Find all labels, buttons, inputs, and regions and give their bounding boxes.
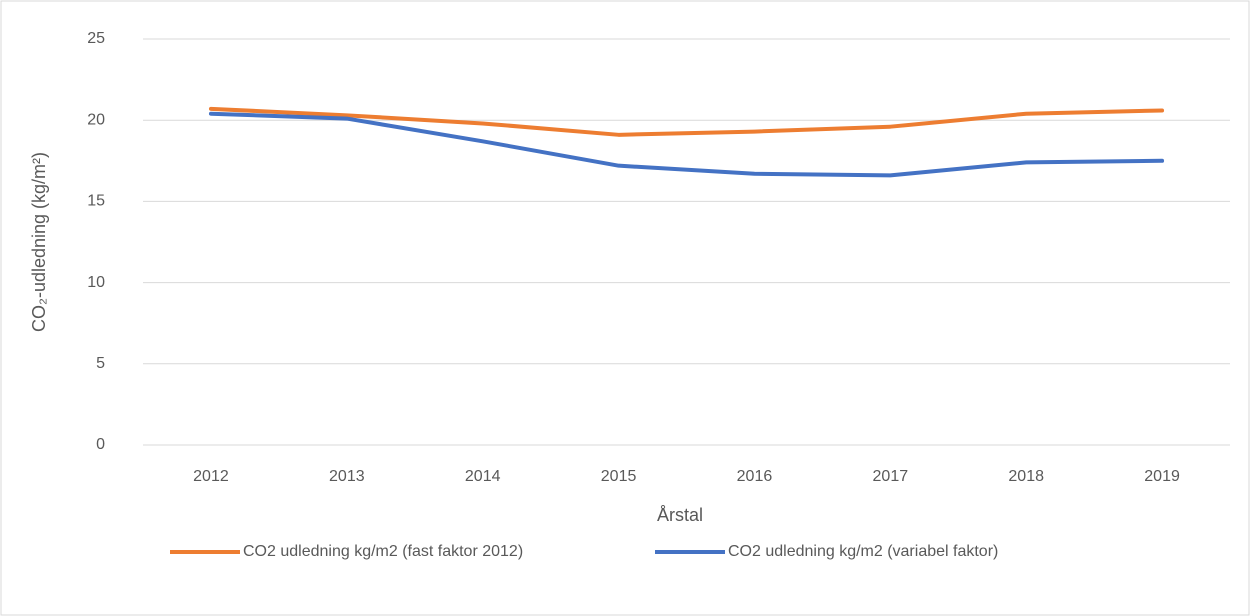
x-tick-label: 2012 [193,468,229,485]
x-tick-label: 2016 [737,468,773,485]
x-tick-label: 2017 [873,468,909,485]
y-tick-label: 0 [96,436,105,453]
y-tick-label: 5 [96,355,105,372]
y-tick-label: 20 [87,111,105,128]
x-tick-label: 2019 [1144,468,1180,485]
x-tick-label: 2015 [601,468,637,485]
series-line [208,106,1165,137]
x-tick-label: 2013 [329,468,365,485]
y-tick-label: 25 [87,30,105,47]
y-axis-title: CO₂-udledning (kg/m²) [29,152,49,332]
series-line [208,111,1165,178]
x-tick-label: 2018 [1008,468,1044,485]
legend-label: CO2 udledning kg/m2 (variabel faktor) [728,543,998,560]
y-tick-label: 15 [87,193,105,210]
x-tick-label: 2014 [465,468,501,485]
x-axis-title: Årstal [657,505,703,525]
y-tick-label: 10 [87,274,105,291]
legend-label: CO2 udledning kg/m2 (fast faktor 2012) [243,543,523,560]
